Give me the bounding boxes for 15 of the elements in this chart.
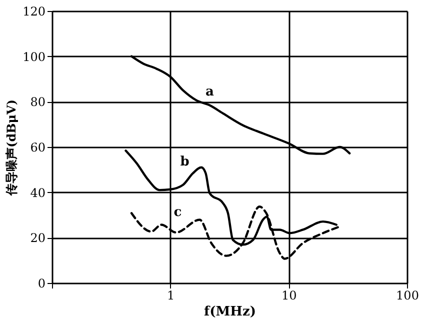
- y-axis-title: 传导噪声(dBμV): [4, 100, 19, 196]
- y-tick-label: 60: [30, 140, 46, 154]
- series-label: b: [180, 154, 190, 170]
- series-label: a: [205, 84, 214, 100]
- y-tick-label: 100: [22, 50, 46, 64]
- series-label: c: [174, 204, 182, 220]
- x-tick-label: 10: [282, 288, 297, 302]
- x-axis-title: f(MHz): [204, 304, 256, 320]
- x-tick-label: 1: [167, 288, 175, 302]
- y-tick-label: 40: [30, 186, 46, 200]
- y-tick-label: 120: [22, 4, 46, 18]
- y-tick-label: 0: [38, 276, 46, 290]
- y-tick-label: 20: [30, 231, 46, 246]
- x-tick-label: 100: [396, 288, 419, 302]
- y-tick-label: 80: [30, 95, 46, 110]
